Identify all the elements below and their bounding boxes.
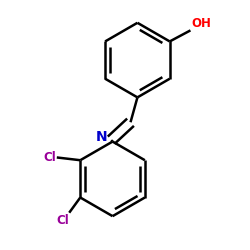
Text: N: N [96, 130, 108, 144]
Text: Cl: Cl [43, 151, 56, 164]
Text: Cl: Cl [56, 214, 69, 227]
Text: OH: OH [192, 16, 212, 30]
